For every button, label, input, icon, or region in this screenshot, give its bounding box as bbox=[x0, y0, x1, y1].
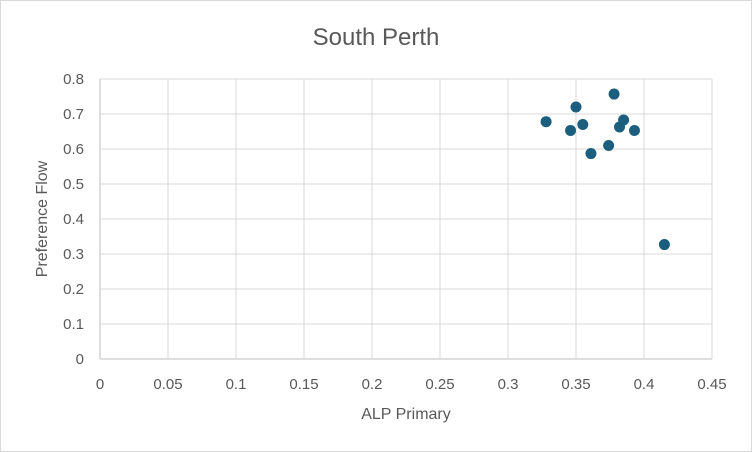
y-tick-label: 0.3 bbox=[63, 246, 84, 263]
x-tick-label: 0.35 bbox=[561, 376, 590, 393]
data-point bbox=[540, 116, 552, 128]
y-tick-label: 0.8 bbox=[63, 71, 84, 88]
y-tick-label: 0.1 bbox=[63, 316, 84, 333]
x-tick-label: 0.25 bbox=[425, 376, 454, 393]
x-tick-label: 0.4 bbox=[634, 376, 655, 393]
y-tick-label: 0.7 bbox=[63, 106, 84, 123]
y-tick-label: 0 bbox=[76, 351, 84, 368]
data-point bbox=[577, 119, 589, 130]
y-tick-label: 0.5 bbox=[63, 176, 84, 193]
x-tick-label: 0.3 bbox=[498, 376, 519, 393]
data-points bbox=[540, 88, 670, 251]
data-point bbox=[565, 124, 577, 136]
data-point bbox=[603, 140, 615, 151]
y-tick-label: 0.4 bbox=[63, 211, 84, 228]
x-tick-label: 0.1 bbox=[226, 376, 247, 393]
x-tick-label: 0.15 bbox=[289, 376, 318, 393]
chart-title: South Perth bbox=[313, 24, 440, 51]
x-tick-label: 0.45 bbox=[697, 376, 726, 393]
tick-labels: 0 0.05 0.1 0.15 0.2 0.25 0.3 0.35 0.4 0.45 0 0.1 0.2… bbox=[63, 71, 726, 393]
gridlines bbox=[99, 78, 713, 360]
x-axis-label: ALP Primary bbox=[361, 406, 451, 423]
data-point bbox=[618, 114, 630, 126]
data-point bbox=[628, 124, 640, 136]
data-point bbox=[608, 88, 620, 100]
y-axis-label: Preference Flow bbox=[34, 160, 51, 277]
data-point bbox=[658, 239, 670, 251]
y-tick-label: 0.2 bbox=[63, 281, 84, 298]
x-tick-label: 0.2 bbox=[362, 376, 383, 393]
x-tick-label: 0.05 bbox=[153, 376, 182, 393]
data-point bbox=[570, 101, 582, 113]
y-tick-label: 0.6 bbox=[63, 141, 84, 158]
x-tick-label: 0 bbox=[96, 376, 104, 393]
data-point bbox=[585, 148, 597, 160]
